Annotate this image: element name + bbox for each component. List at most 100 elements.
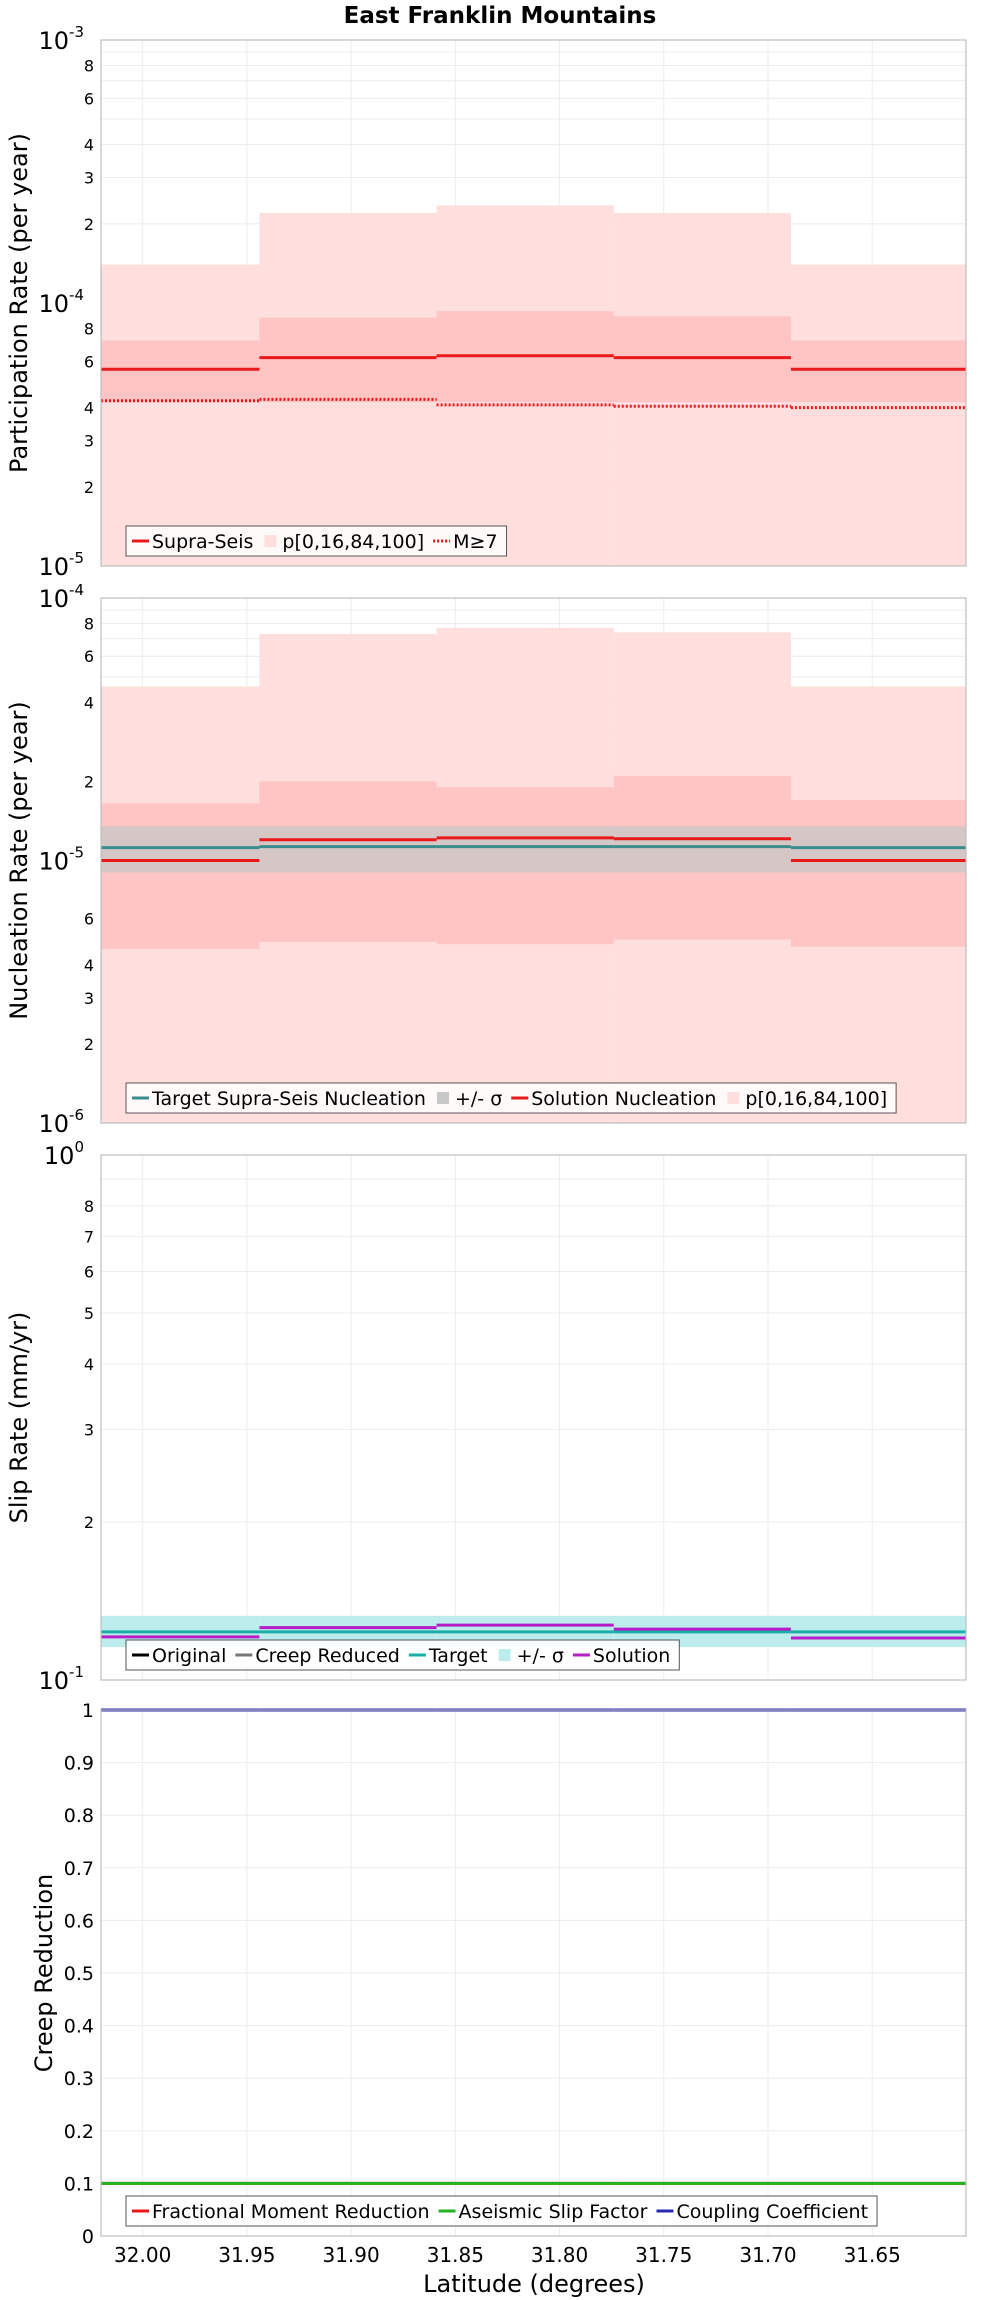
x-tick-label: 31.90 <box>322 2243 379 2267</box>
y-tick-label: 0.3 <box>64 2068 94 2090</box>
y-tick-base: 10 <box>38 553 69 581</box>
y-tick-label: 6 <box>84 1262 94 1281</box>
x-tick-label: 31.85 <box>427 2243 484 2267</box>
legend-label: p[0,16,84,100] <box>745 1088 887 1110</box>
band-2-segment <box>101 826 260 873</box>
y-tick-label: 1 <box>82 1700 94 1722</box>
plot-frame <box>100 1709 967 2237</box>
y-tick-label: 100 <box>44 1138 84 1170</box>
y-tick-label: 3 <box>84 169 94 188</box>
y-tick-label: 8 <box>84 614 94 633</box>
legend-label: Solution Nucleation <box>531 1088 716 1110</box>
legend-label: Solution <box>593 1645 670 1667</box>
y-tick-base: 10 <box>38 27 69 55</box>
y-tick-exponent: -5 <box>69 549 84 567</box>
x-axis-ticks: 32.00 31.95 31.90 31.85 31.80 31.75 31.70 31.65 <box>114 2243 901 2267</box>
legend: Supra-Seis p[0,16,84,100] M≥7 <box>125 525 508 557</box>
legend: Target Supra-Seis Nucleation +/- σ Solutio… <box>125 1082 897 1114</box>
band-1-segment <box>613 316 791 403</box>
y-tick-label: 3 <box>84 432 94 451</box>
x-tick-label: 32.00 <box>114 2243 171 2267</box>
y-tick-label: 6 <box>84 647 94 666</box>
x-axis-label: Latitude (degrees) <box>423 2270 645 2298</box>
y-tick-label: 3 <box>84 1421 94 1440</box>
band-1-segment <box>259 317 437 403</box>
legend-label: Original <box>152 1645 226 1667</box>
x-tick-label: 31.75 <box>635 2243 692 2267</box>
legend-label: +/- σ <box>517 1645 564 1667</box>
y-tick-label: 0.2 <box>64 2121 94 2143</box>
y-tick-label: 2 <box>84 478 94 497</box>
y-tick-label: 6 <box>84 89 94 108</box>
y-tick-label: 10-6 <box>38 1106 84 1138</box>
y-tick-label: 8 <box>84 319 94 338</box>
y-tick-label: 0.5 <box>64 1963 94 1985</box>
legend-label: Supra-Seis <box>152 531 253 553</box>
y-tick-label: 6 <box>84 910 94 929</box>
y-tick-exponent: -6 <box>69 1106 84 1124</box>
band-1-segment <box>790 340 966 403</box>
y-tick-exponent: 0 <box>74 1138 84 1156</box>
y-tick-label: 10-1 <box>38 1663 84 1695</box>
panel-creep: 0 0.1 0.2 0.3 0.4 0.5 0.6 0.7 0.8 0.9 1 Creep Reduc… <box>30 1700 967 2248</box>
legend-label: Aseismic Slip Factor <box>459 2201 648 2223</box>
band-2-segment <box>790 826 966 873</box>
legend: Original Creep Reduced Target +/- σ Solution <box>125 1639 680 1671</box>
x-tick-label: 31.70 <box>739 2243 796 2267</box>
y-tick-exponent: -5 <box>69 844 84 862</box>
legend: Fractional Moment Reduction Aseismic Slip… <box>125 2195 878 2227</box>
y-tick-label: 7 <box>84 1227 94 1246</box>
y-tick-base: 10 <box>38 848 69 876</box>
band-2-segment <box>259 826 437 873</box>
plot-frame <box>100 39 967 567</box>
y-tick-label: 0.7 <box>64 1858 94 1880</box>
y-tick-base: 10 <box>44 1142 75 1170</box>
legend-swatch-box <box>727 1092 740 1104</box>
y-tick-label: 5 <box>84 1304 94 1323</box>
x-tick-label: 31.65 <box>844 2243 901 2267</box>
y-tick-label: 10-4 <box>38 286 84 318</box>
legend-label: Target <box>428 1645 488 1667</box>
band-1-segment <box>101 803 260 950</box>
y-axis-label: Creep Reduction <box>30 1874 58 2072</box>
y-tick-label: 4 <box>84 956 94 975</box>
legend-box <box>125 2195 878 2227</box>
y-tick-base: 10 <box>38 1667 69 1695</box>
band-0-segment <box>101 264 260 566</box>
band-0-segment <box>790 264 966 566</box>
y-tick-label: 0.4 <box>64 2016 94 2038</box>
y-axis-label: Participation Rate (per year) <box>5 133 33 473</box>
x-tick-label: 31.80 <box>531 2243 588 2267</box>
y-tick-label: 3 <box>84 989 94 1008</box>
y-tick-exponent: -4 <box>69 286 84 304</box>
plot-frame <box>100 1154 967 1681</box>
legend-box <box>125 1082 897 1114</box>
y-tick-label: 2 <box>84 772 94 791</box>
y-tick-label: 10-5 <box>38 844 84 876</box>
y-tick-label: 0 <box>82 2226 94 2248</box>
y-tick-label: 4 <box>84 399 94 418</box>
legend-label: Coupling Coefficient <box>676 2201 868 2223</box>
band-1-segment <box>790 800 966 947</box>
y-tick-label: 0.8 <box>64 1805 94 1827</box>
y-tick-label: 8 <box>84 1197 94 1216</box>
y-tick-label: 0.9 <box>64 1753 94 1775</box>
legend-swatch-box <box>498 1649 511 1661</box>
y-tick-label: 4 <box>84 693 94 712</box>
y-axis-label: Slip Rate (mm/yr) <box>5 1312 33 1524</box>
y-tick-label: 0.6 <box>64 1910 94 1932</box>
legend-label: p[0,16,84,100] <box>282 531 424 553</box>
legend-label: M≥7 <box>453 531 497 553</box>
y-tick-exponent: -4 <box>69 581 84 599</box>
y-tick-label: 0.1 <box>64 2173 94 2195</box>
y-tick-label: 6 <box>84 352 94 371</box>
y-axis-label: Nucleation Rate (per year) <box>5 701 33 1020</box>
y-tick-exponent: -1 <box>69 1663 84 1681</box>
legend-label: Fractional Moment Reduction <box>152 2201 430 2223</box>
y-tick-base: 10 <box>38 1110 69 1138</box>
y-tick-label: 4 <box>84 1355 94 1374</box>
y-tick-label: 10-4 <box>38 581 84 613</box>
